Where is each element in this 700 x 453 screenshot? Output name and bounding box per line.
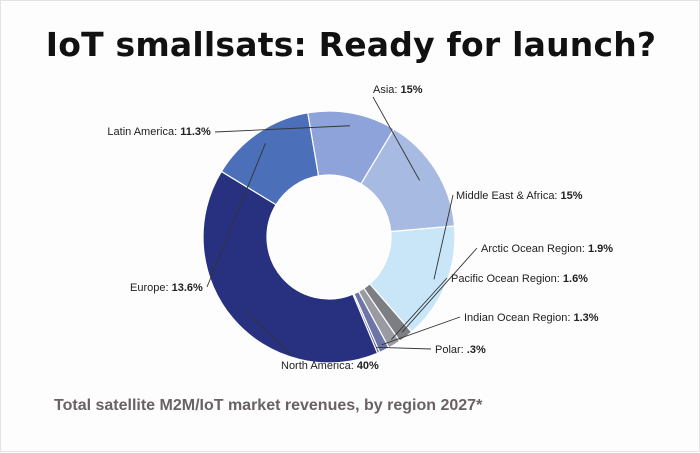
slice-label-north-america: North America: 40% (281, 360, 379, 372)
slice-label-latin-america: Latin America: 11.3% (107, 126, 211, 138)
slice-label-arctic-ocean-region: Arctic Ocean Region: 1.9% (481, 243, 613, 255)
chart-title: IoT smallsats: Ready for launch? (45, 25, 657, 64)
leader-line-europe (206, 143, 266, 288)
slice-north-america (202, 170, 379, 364)
leader-line-asia (372, 96, 420, 181)
leader-line-polar (376, 346, 432, 350)
chart-subtitle: Total satellite M2M/IoT market revenues,… (54, 397, 483, 414)
slice-label-indian-ocean-region: Indian Ocean Region: 1.3% (464, 312, 599, 324)
slice-label-asia: Asia: 15% (373, 84, 423, 96)
slice-label-polar: Polar: .3% (435, 344, 486, 356)
leader-lines (206, 96, 478, 356)
slice-label-europe: Europe: 13.6% (130, 282, 203, 294)
leader-line-north-america (243, 309, 292, 356)
slice-labels: Asia: 15% Middle East & Africa: 15% Arctic… (107, 84, 613, 372)
leader-line-arctic-ocean-region (401, 247, 478, 333)
leader-line-latin-america (214, 125, 350, 133)
donut-slices (202, 110, 456, 364)
leader-line-middle-east-and-africa (433, 194, 454, 280)
leader-line-pacific-ocean-region (390, 277, 448, 340)
slice-latin-america (307, 110, 395, 185)
slice-label-pacific-ocean-region: Pacific Ocean Region: 1.6% (451, 273, 588, 285)
slice-label-middle-east-and-africa: Middle East & Africa: 15% (456, 190, 583, 202)
leader-line-indian-ocean-region (381, 316, 461, 346)
